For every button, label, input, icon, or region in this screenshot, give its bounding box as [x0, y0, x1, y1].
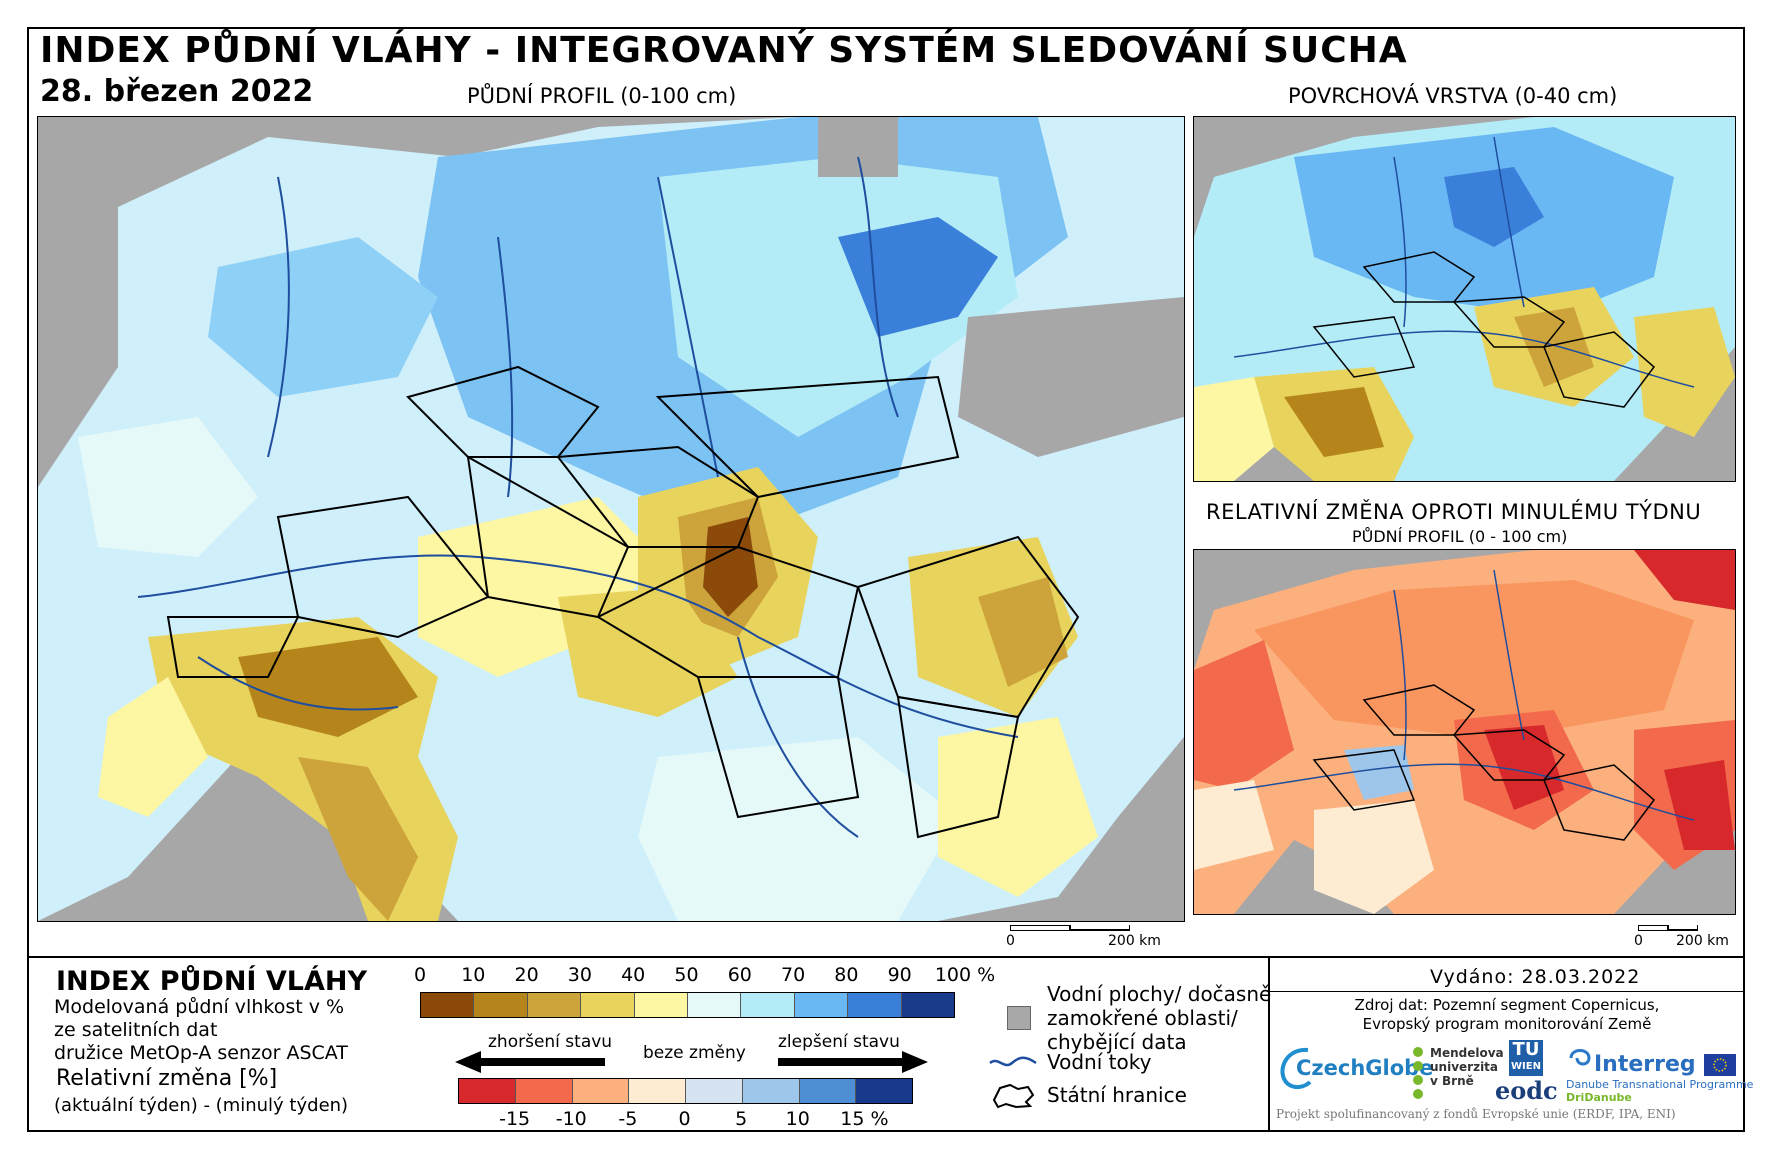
main-soil-moisture-map[interactable] — [37, 116, 1185, 922]
tu-wien-logo: TU WIEN — [1509, 1040, 1543, 1076]
better-label: zlepšení stavu — [778, 1032, 900, 1052]
change-tick-label: -15 — [499, 1108, 531, 1130]
index-tick-label: 100 % — [934, 964, 996, 986]
index-colorbar-swatch — [526, 993, 581, 1017]
worse-label: zhoršení stavu — [488, 1032, 613, 1052]
nodata-swatch — [1007, 1006, 1031, 1030]
main-scale-bar: 0 200 km — [1006, 925, 1161, 949]
change-colorbar-swatch — [571, 1079, 629, 1103]
borders-legend-label: Státní hranice — [1047, 1083, 1187, 1107]
funding-note: Projekt spolufinancovaný z fondů Evropsk… — [1276, 1107, 1676, 1121]
rivers-legend-label: Vodní toky — [1047, 1050, 1152, 1074]
change-tick-label: -5 — [618, 1108, 638, 1130]
index-tick-label: 90 — [887, 964, 912, 986]
legend-divider — [27, 956, 1745, 958]
page-title: INDEX PŮDNÍ VLÁHY - INTEGROVANÝ SYSTÉM S… — [40, 30, 1408, 71]
index-colorbar — [420, 992, 955, 1018]
czechglobe-logo-icon — [1280, 1047, 1312, 1090]
change-tick-label: 0 — [678, 1108, 691, 1130]
river-line-icon — [989, 1056, 1037, 1067]
index-tick-label: 0 — [413, 964, 427, 986]
index-colorbar-swatch — [740, 993, 794, 1017]
credits-divider — [1268, 956, 1270, 1132]
main-map-svg — [38, 117, 1184, 921]
index-colorbar-swatch — [847, 993, 901, 1017]
index-tick-label: 30 — [567, 964, 592, 986]
change-colorbar-swatch — [459, 1079, 515, 1103]
surface-layer-map[interactable] — [1193, 116, 1736, 482]
change-tick-label: 15 % — [840, 1108, 889, 1130]
change-colorbar-swatch — [514, 1079, 572, 1103]
surface-map-label: POVRCHOVÁ VRSTVA (0-40 cm) — [1288, 84, 1618, 108]
interreg-logo: Interreg — [1594, 1052, 1696, 1077]
czechglobe-logo: CzechGlobe — [1296, 1056, 1434, 1080]
dtp-label: Danube Transnational Programme — [1566, 1078, 1754, 1091]
issued-date: Vydáno: 28.03.2022 — [1430, 966, 1641, 988]
index-colorbar-swatch — [580, 993, 634, 1017]
index-colorbar-swatch — [473, 993, 527, 1017]
index-tick-label: 50 — [674, 964, 699, 986]
index-tick-label: 10 — [461, 964, 486, 986]
relative-change-title: Relativní změna [%] — [56, 1066, 278, 1091]
index-colorbar-swatch — [793, 993, 848, 1017]
main-map-label: PŮDNÍ PROFIL (0-100 cm) — [467, 84, 737, 108]
index-tick-label: 20 — [514, 964, 539, 986]
credits-separator — [1270, 991, 1744, 992]
mendel-logo: Mendelova univerzita v Brně — [1430, 1046, 1504, 1088]
index-tick-label: 80 — [834, 964, 859, 986]
change-colorbar-swatch — [855, 1079, 912, 1103]
index-tick-label: 60 — [727, 964, 752, 986]
change-map-svg — [1194, 550, 1735, 914]
eodc-logo: eodc — [1495, 1076, 1558, 1105]
water-legend-text: Vodní plochy/ dočasně zamokřené oblasti/… — [1047, 982, 1272, 1054]
change-map-sublabel: PŮDNÍ PROFIL (0 - 100 cm) — [1352, 527, 1568, 546]
worse-arrow-icon — [455, 1051, 605, 1073]
data-source: Zdroj dat: Pozemní segment Copernicus, E… — [1354, 996, 1660, 1033]
mendel-logo-icon — [1413, 1047, 1423, 1099]
issue-date: 28. březen 2022 — [40, 74, 314, 109]
change-tick-label: -10 — [555, 1108, 587, 1130]
change-colorbar-swatch — [741, 1079, 799, 1103]
change-tick-label: 5 — [735, 1108, 748, 1130]
eu-flag-icon — [1704, 1054, 1736, 1076]
legend-title: INDEX PŮDNÍ VLÁHY — [56, 966, 368, 997]
change-colorbar-swatch — [685, 1079, 742, 1103]
change-scale-bar: 0 200 km — [1634, 925, 1729, 949]
better-arrow-icon — [778, 1051, 928, 1073]
index-colorbar-ticks: 0 10 20 30 40 50 60 70 80 90 100 % — [414, 964, 995, 988]
change-colorbar-swatch — [628, 1079, 685, 1103]
surface-map-svg — [1194, 117, 1735, 481]
change-map-label: RELATIVNÍ ZMĚNA OPROTI MINULÉMU TÝDNU — [1206, 500, 1702, 524]
change-colorbar-ticks: -15 -10 -5 0 5 10 15 % — [458, 1108, 911, 1130]
legend-description: Modelovaná půdní vlhkost v % ze satelitn… — [54, 996, 348, 1064]
no-change-label: beze změny — [643, 1043, 746, 1063]
change-colorbar — [458, 1078, 913, 1104]
index-colorbar-swatch — [687, 993, 741, 1017]
index-colorbar-swatch — [900, 993, 955, 1017]
change-colorbar-swatch — [798, 1079, 856, 1103]
index-tick-label: 40 — [621, 964, 646, 986]
index-colorbar-swatch — [633, 993, 688, 1017]
border-shape-icon — [992, 1083, 1035, 1109]
index-tick-label: 70 — [781, 964, 806, 986]
relative-change-map[interactable] — [1193, 549, 1736, 915]
change-tick-label: 10 — [785, 1108, 810, 1130]
index-colorbar-swatch — [421, 993, 474, 1017]
dridanube-label: DriDanube — [1566, 1091, 1632, 1104]
relative-change-subtitle: (aktuální týden) - (minulý týden) — [54, 1095, 349, 1116]
interreg-swirl-icon — [1569, 1049, 1591, 1066]
